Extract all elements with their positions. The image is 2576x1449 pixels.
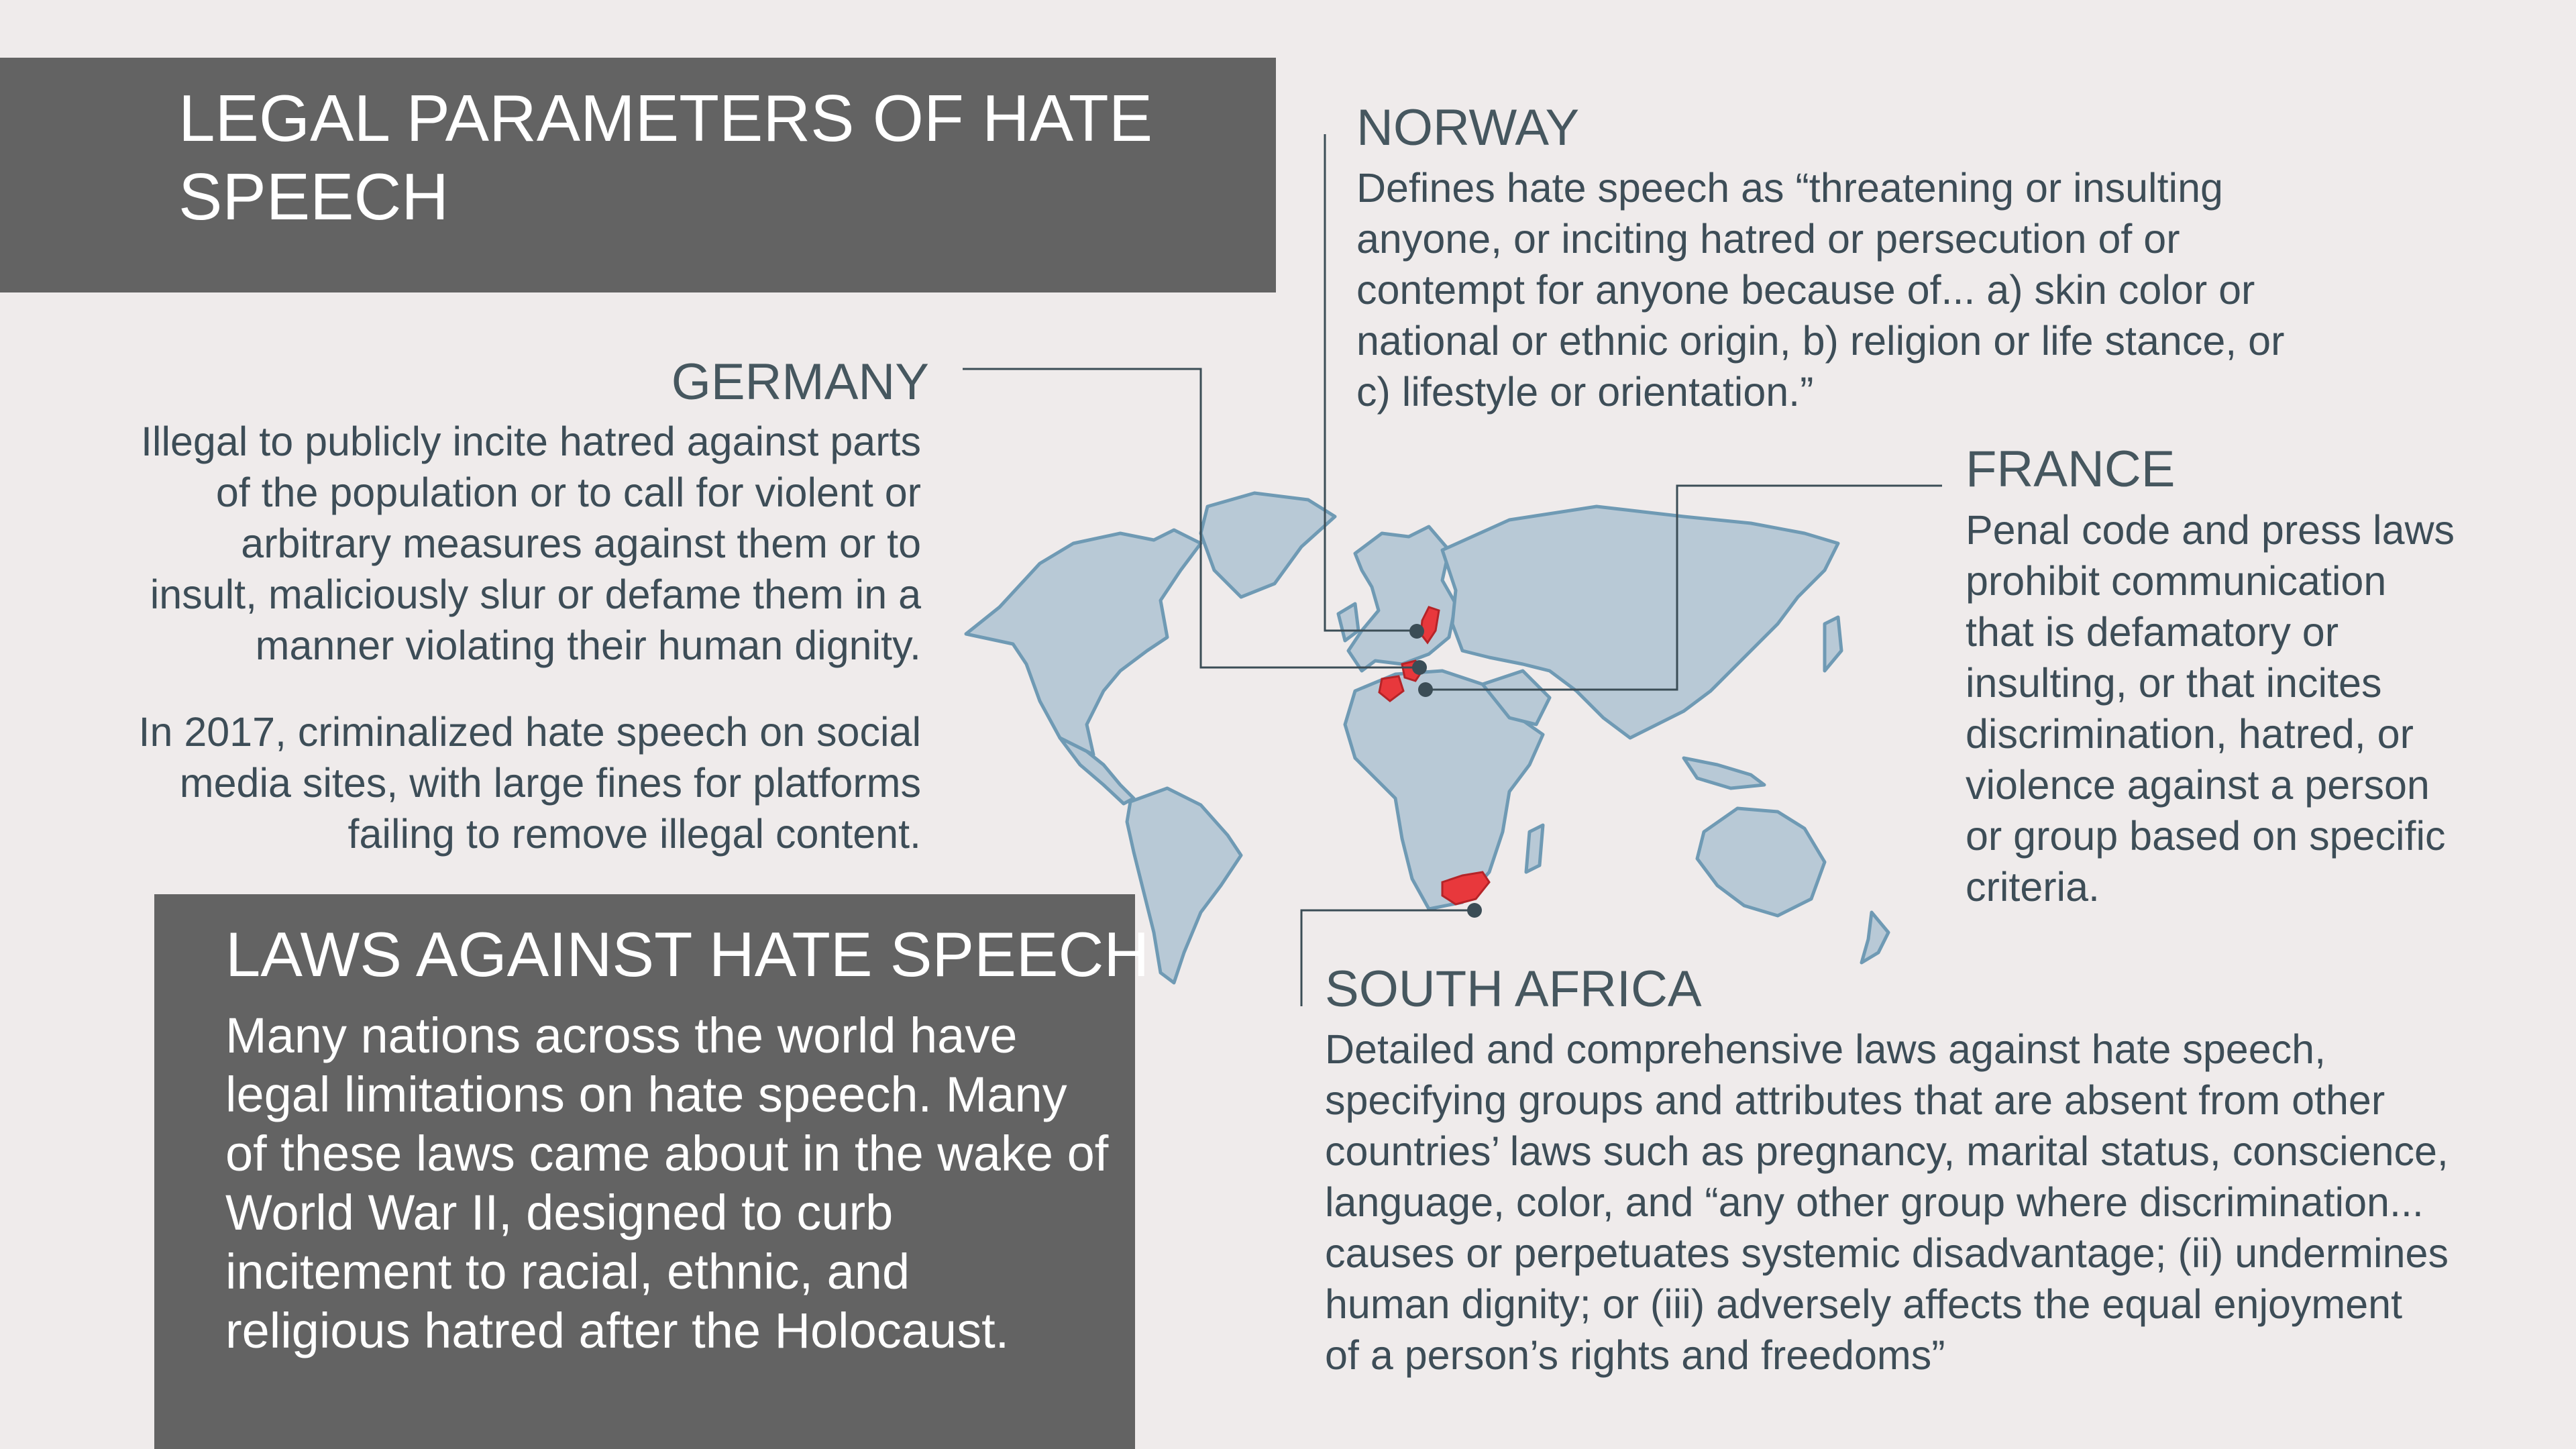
france-line: Penal code and press laws: [1966, 507, 2455, 553]
laws-line: religious hatred after the Holocaust.: [225, 1303, 1010, 1358]
france-line: or group based on specific: [1966, 813, 2446, 859]
laws-title: LAWS AGAINST HATE SPEECH: [225, 919, 1150, 989]
germany-line: manner violating their human dignity.: [255, 623, 921, 668]
france-line: insulting, or that incites: [1966, 660, 2382, 706]
norway-line: Defines hate speech as “threatening or i…: [1356, 165, 2223, 211]
madagascar-landmass: [1524, 823, 1545, 874]
germany-line: Illegal to publicly incite hatred agains…: [140, 419, 921, 464]
laws-line: of these laws came about in the wake of: [225, 1126, 1109, 1181]
france-line: violence against a person: [1966, 762, 2430, 808]
south-africa-line: countries’ laws such as pregnancy, marit…: [1325, 1128, 2449, 1174]
germany-line: arbitrary measures against them or to: [241, 521, 921, 566]
germany-note-line: In 2017, criminalized hate speech on soc…: [138, 709, 921, 755]
laws-line: incitement to racial, ethnic, and: [225, 1244, 910, 1299]
france-heading: FRANCE: [1966, 441, 2176, 498]
norway-line: contempt for anyone because of... a) ski…: [1356, 267, 2255, 313]
laws-panel: [154, 894, 1135, 1449]
south-africa-line: specifying groups and attributes that ar…: [1325, 1077, 2385, 1123]
norway-description: Defines hate speech as “threatening or i…: [1356, 162, 2403, 417]
north-america-landmass: [964, 528, 1203, 757]
norway-line: national or ethnic origin, b) religion o…: [1356, 318, 2285, 364]
germany-note-line: media sites, with large fines for platfo…: [179, 760, 921, 806]
norway-heading: NORWAY: [1356, 99, 1580, 156]
japan-landmass: [1823, 615, 1843, 673]
uk-landmass: [1336, 602, 1360, 643]
south-africa-description: Detailed and comprehensive laws against …: [1325, 1024, 2539, 1381]
germany-heading: GERMANY: [671, 354, 929, 411]
germany-2017-note: In 2017, criminalized hate speech on soc…: [87, 706, 921, 859]
france-line: discrimination, hatred, or: [1966, 711, 2414, 757]
france-line: prohibit communication: [1966, 558, 2387, 604]
norway-line: anyone, or inciting hatred or persecutio…: [1356, 216, 2180, 262]
germany-line: of the population or to call for violent…: [215, 470, 921, 515]
germany-description: Illegal to publicly incite hatred agains…: [87, 416, 921, 671]
australia-landmass: [1695, 806, 1827, 918]
france-description: Penal code and press laws prohibit commu…: [1966, 504, 2489, 912]
title-panel: [0, 58, 1276, 292]
france-line: criteria.: [1966, 864, 2100, 910]
laws-description: Many nations across the world have legal…: [225, 1006, 1124, 1360]
page-title-line-1: LEGAL PARAMETERS OF HATE: [178, 81, 1153, 155]
south-africa-line: causes or perpetuates systemic disadvant…: [1325, 1230, 2449, 1276]
laws-line: World War II, designed to curb: [225, 1185, 894, 1240]
indonesia-landmass: [1682, 756, 1766, 790]
norway-line: c) lifestyle or orientation.”: [1356, 369, 1814, 415]
laws-line: legal limitations on hate speech. Many: [225, 1067, 1067, 1122]
page-title-line-2: SPEECH: [178, 160, 449, 233]
europe-landmass: [1346, 525, 1458, 673]
germany-note-line: failing to remove illegal content.: [347, 811, 921, 857]
central-america-landmass: [1058, 736, 1136, 806]
greenland-landmass: [1199, 491, 1337, 599]
south-africa-line: of a person’s rights and freedoms”: [1325, 1332, 1945, 1378]
france-line: that is defamatory or: [1966, 609, 2339, 655]
germany-line: insult, maliciously slur or defame them …: [150, 572, 921, 617]
south-africa-line: human dignity; or (iii) adversely affect…: [1325, 1281, 2403, 1327]
south-africa-line: language, color, and “any other group wh…: [1325, 1179, 2424, 1225]
laws-line: Many nations across the world have: [225, 1008, 1018, 1063]
new-zealand-landmass: [1860, 910, 1890, 965]
south-africa-line: Detailed and comprehensive laws against …: [1325, 1026, 2326, 1072]
world-map: [964, 491, 1890, 985]
south-america-landmass: [1125, 786, 1243, 985]
page-title: LEGAL PARAMETERS OF HATE SPEECH: [178, 79, 1225, 236]
south-africa-highlight: [1441, 871, 1491, 906]
france-highlight: [1378, 675, 1405, 702]
